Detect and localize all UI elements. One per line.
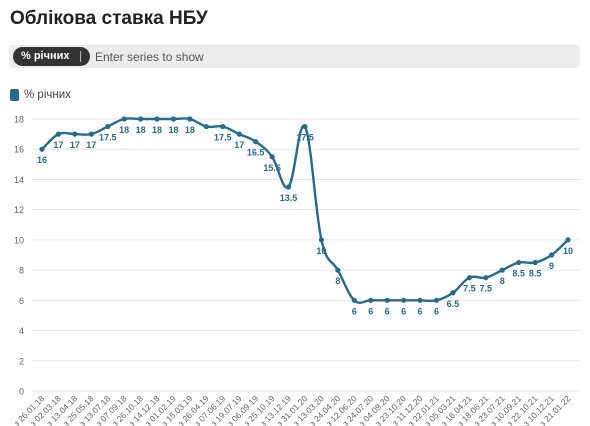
data-label: 18 [168, 125, 178, 135]
data-label: 10 [563, 246, 573, 256]
data-label: 6 [352, 306, 357, 316]
series-chip-remove[interactable] [80, 51, 81, 62]
data-point [483, 275, 489, 281]
data-label: 6 [418, 306, 423, 316]
data-point [236, 131, 242, 137]
series-line [40, 117, 570, 304]
y-tick-label: 18 [14, 115, 24, 125]
legend-label: % річних [24, 89, 71, 101]
data-label: 16.5 [247, 148, 265, 158]
legend: % річних [10, 89, 71, 101]
data-point [565, 237, 571, 243]
data-label: 17.5 [214, 133, 232, 143]
data-point [187, 116, 193, 122]
data-label: 13.5 [280, 193, 298, 203]
series-chip[interactable]: % річних [13, 47, 90, 66]
data-points [39, 116, 571, 303]
data-label: 8.5 [512, 269, 525, 279]
data-point [417, 297, 423, 303]
data-point [121, 116, 127, 122]
data-label: 10 [316, 246, 326, 256]
data-point [105, 123, 111, 130]
data-label: 7.5 [463, 284, 476, 294]
data-label: 18 [152, 125, 162, 135]
grid [32, 118, 580, 392]
data-point [318, 237, 325, 243]
data-point [55, 131, 62, 137]
data-label: 6 [401, 306, 406, 316]
series-chip-label: % річних [21, 50, 70, 62]
series-picker[interactable]: % річних [9, 45, 580, 68]
data-label: 15.5 [263, 163, 281, 173]
data-label: 16 [37, 155, 47, 165]
y-tick-label: 0 [19, 387, 24, 397]
data-label: 8 [500, 276, 505, 286]
data-point [302, 123, 308, 130]
data-point [269, 154, 275, 160]
y-tick-label: 16 [14, 145, 24, 155]
data-point [466, 275, 472, 281]
y-axis: 0 2 4 6 8 10 12 14 16 18 [14, 115, 24, 397]
y-tick-label: 12 [14, 205, 24, 215]
data-point [532, 259, 538, 266]
data-label: 9 [549, 261, 554, 271]
data-point [170, 116, 177, 122]
data-point [433, 297, 440, 303]
data-point [401, 297, 407, 303]
data-label: 7.5 [480, 284, 493, 294]
data-point [384, 297, 390, 303]
data-point [154, 116, 160, 122]
data-point [499, 267, 505, 273]
data-label: 6 [368, 306, 373, 316]
y-tick-label: 10 [14, 235, 24, 245]
data-label: 17 [70, 140, 80, 150]
data-point [253, 139, 259, 145]
data-label: 17.5 [99, 133, 117, 143]
data-label: 18 [185, 125, 195, 135]
data-label: 6.5 [447, 299, 460, 309]
data-label: 17 [53, 140, 63, 150]
y-tick-label: 6 [19, 296, 24, 306]
chart-title: Облікова ставка НБУ [10, 8, 208, 29]
data-point [450, 290, 456, 296]
data-label: 18 [136, 125, 146, 135]
x-axis: з 26.01.18з 02.03.18з 13.04.18з 25.05.18… [12, 393, 573, 426]
series-search-input[interactable] [95, 48, 565, 65]
data-label: 6 [434, 306, 439, 316]
data-point [138, 116, 144, 122]
data-label: 8 [335, 276, 340, 286]
data-point [39, 146, 45, 152]
data-point [516, 259, 522, 266]
data-point [351, 297, 357, 303]
legend-swatch [10, 89, 19, 101]
y-tick-label: 2 [19, 356, 24, 366]
data-label: 6 [385, 306, 390, 316]
data-label: 17 [86, 140, 96, 150]
data-label: 17 [234, 140, 244, 150]
data-point [285, 184, 292, 190]
y-tick-label: 4 [19, 326, 24, 336]
data-point [88, 131, 94, 137]
data-point [368, 297, 374, 303]
data-point [335, 267, 341, 273]
data-point [203, 123, 209, 130]
data-label: 8.5 [529, 269, 542, 279]
data-label: 18 [119, 125, 129, 135]
y-tick-label: 8 [19, 266, 24, 276]
data-point [548, 252, 555, 258]
data-point [220, 123, 226, 130]
y-tick-label: 14 [14, 175, 24, 185]
data-point [72, 131, 78, 137]
data-label: 17.5 [296, 133, 314, 143]
